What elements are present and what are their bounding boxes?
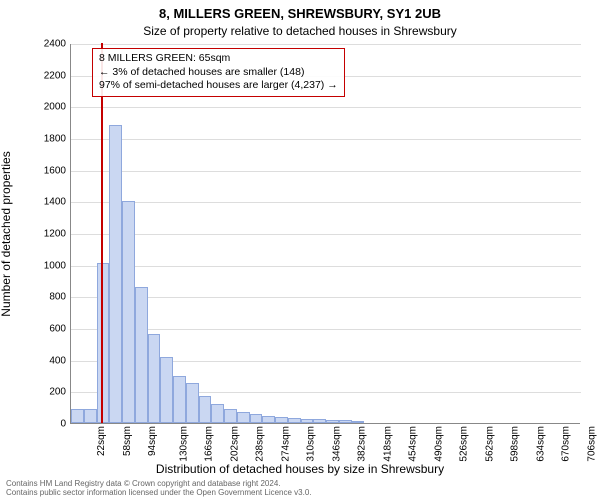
y-tick-label: 2000: [6, 102, 66, 113]
histogram-bar: [135, 287, 148, 423]
annotation-box: 8 MILLERS GREEN: 65sqm ← 3% of detached …: [92, 48, 345, 97]
gridline: [71, 266, 581, 267]
gridline: [71, 297, 581, 298]
y-tick-label: 1400: [6, 197, 66, 208]
y-tick-label: 0: [6, 419, 66, 430]
histogram-bar: [109, 125, 122, 423]
x-tick-label: 58sqm: [122, 426, 133, 456]
histogram-bar: [262, 416, 275, 423]
x-tick-label: 202sqm: [229, 426, 240, 462]
y-tick-label: 1000: [6, 260, 66, 271]
annotation-line-2: ← 3% of detached houses are smaller (148…: [99, 66, 338, 80]
y-tick-label: 1200: [6, 229, 66, 240]
histogram-bar: [84, 409, 97, 423]
histogram-bar: [71, 409, 84, 423]
y-tick-label: 600: [6, 324, 66, 335]
histogram-bar: [326, 420, 339, 423]
x-tick-label: 598sqm: [510, 426, 521, 462]
histogram-bar: [160, 357, 173, 424]
x-tick-label: 274sqm: [280, 426, 291, 462]
histogram-bar: [199, 396, 212, 423]
gridline: [71, 171, 581, 172]
y-tick-label: 800: [6, 292, 66, 303]
x-tick-label: 526sqm: [459, 426, 470, 462]
histogram-bar: [339, 420, 352, 423]
x-tick-label: 454sqm: [408, 426, 419, 462]
chart-title-main: 8, MILLERS GREEN, SHREWSBURY, SY1 2UB: [0, 6, 600, 21]
footer-line-1: Contains HM Land Registry data © Crown c…: [6, 479, 312, 489]
histogram-bar: [224, 409, 237, 423]
x-tick-label: 130sqm: [178, 426, 189, 462]
histogram-bar: [301, 419, 314, 423]
histogram-bar: [148, 334, 161, 423]
x-tick-label: 94sqm: [147, 426, 158, 456]
x-tick-label: 310sqm: [306, 426, 317, 462]
gridline: [71, 234, 581, 235]
annotation-line-1: 8 MILLERS GREEN: 65sqm: [99, 52, 338, 66]
y-tick-label: 2200: [6, 70, 66, 81]
x-tick-label: 490sqm: [433, 426, 444, 462]
footer-attribution: Contains HM Land Registry data © Crown c…: [6, 479, 312, 498]
footer-line-2: Contains public sector information licen…: [6, 488, 312, 498]
histogram-bar: [186, 383, 199, 423]
x-tick-label: 562sqm: [484, 426, 495, 462]
histogram-bar: [250, 414, 263, 423]
histogram-bar: [211, 404, 224, 423]
chart-title-sub: Size of property relative to detached ho…: [0, 24, 600, 38]
y-tick-label: 1800: [6, 134, 66, 145]
x-tick-label: 22sqm: [96, 426, 107, 456]
plot-area: [70, 44, 580, 424]
y-tick-label: 1600: [6, 165, 66, 176]
x-tick-label: 670sqm: [561, 426, 572, 462]
gridline: [71, 329, 581, 330]
x-tick-label: 382sqm: [357, 426, 368, 462]
y-tick-label: 200: [6, 387, 66, 398]
gridline: [71, 44, 581, 45]
x-tick-label: 346sqm: [331, 426, 342, 462]
histogram-bar: [237, 412, 250, 423]
histogram-bar: [352, 421, 365, 423]
gridline: [71, 107, 581, 108]
property-marker-line: [101, 43, 103, 423]
histogram-bar: [173, 376, 186, 424]
x-tick-label: 238sqm: [255, 426, 266, 462]
y-tick-label: 400: [6, 355, 66, 366]
x-axis-label: Distribution of detached houses by size …: [0, 462, 600, 476]
gridline: [71, 202, 581, 203]
chart-container: 8, MILLERS GREEN, SHREWSBURY, SY1 2UB Si…: [0, 0, 600, 500]
histogram-bar: [313, 419, 326, 423]
histogram-bar: [288, 418, 301, 423]
annotation-line-3: 97% of semi-detached houses are larger (…: [99, 79, 338, 93]
x-tick-label: 166sqm: [204, 426, 215, 462]
histogram-bar: [122, 201, 135, 423]
x-tick-label: 418sqm: [382, 426, 393, 462]
x-tick-label: 706sqm: [586, 426, 597, 462]
histogram-bar: [275, 417, 288, 423]
gridline: [71, 139, 581, 140]
y-tick-label: 2400: [6, 39, 66, 50]
x-tick-label: 634sqm: [535, 426, 546, 462]
